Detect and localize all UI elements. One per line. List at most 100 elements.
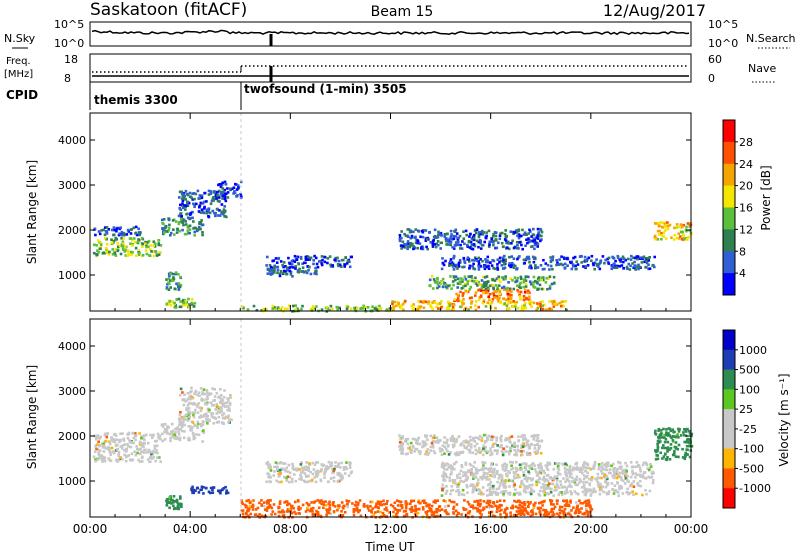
- data-cell: [532, 506, 536, 509]
- data-cell: [118, 440, 121, 444]
- data-cell: [493, 475, 496, 479]
- data-cell: [273, 269, 276, 272]
- data-cell: [401, 240, 405, 244]
- data-cell: [535, 439, 538, 442]
- data-cell: [177, 222, 181, 226]
- data-cell: [177, 430, 180, 434]
- data-cell: [119, 456, 122, 459]
- data-cell: [401, 436, 404, 440]
- data-cell: [480, 491, 483, 495]
- data-cell: [506, 246, 509, 249]
- data-cell: [513, 493, 516, 496]
- data-cell: [314, 473, 318, 477]
- data-cell: [598, 262, 601, 266]
- data-cell: [686, 222, 690, 225]
- data-cell: [636, 265, 639, 269]
- data-cell: [598, 492, 602, 496]
- data-cell: [498, 237, 502, 241]
- data-cell: [506, 286, 509, 290]
- data-cell: [260, 503, 264, 506]
- data-cell: [446, 243, 450, 246]
- data-cell: [528, 491, 532, 494]
- range-band: [165, 297, 197, 309]
- data-cell: [134, 225, 138, 229]
- data-cell: [176, 502, 180, 506]
- data-cell: [219, 400, 223, 403]
- data-cell: [512, 485, 516, 488]
- data-cell: [585, 507, 588, 511]
- data-cell: [316, 499, 319, 502]
- data-cell: [483, 240, 486, 244]
- data-cell: [173, 287, 177, 291]
- data-cell: [275, 261, 279, 264]
- data-cell: [664, 437, 668, 441]
- data-cell: [304, 270, 307, 273]
- data-cell: [191, 488, 195, 491]
- data-cell: [304, 474, 308, 478]
- data-cell: [485, 265, 489, 269]
- data-cell: [223, 405, 227, 408]
- data-cell: [376, 510, 380, 513]
- data-cell: [144, 249, 148, 252]
- data-cell: [484, 236, 488, 240]
- data-cell: [479, 476, 482, 479]
- data-cell: [581, 512, 585, 516]
- data-cell: [111, 248, 114, 251]
- data-cell: [591, 490, 595, 494]
- data-cell: [109, 447, 112, 450]
- data-cell: [121, 444, 125, 447]
- data-cell: [508, 471, 511, 475]
- data-cell: [195, 405, 199, 408]
- data-cell: [202, 414, 206, 417]
- data-cell: [466, 476, 469, 480]
- data-cell: [479, 247, 483, 250]
- data-cell: [630, 465, 634, 469]
- data-cell: [341, 474, 344, 478]
- data-cell: [161, 221, 164, 225]
- data-cell: [306, 258, 309, 261]
- data-cell: [216, 214, 220, 217]
- data-cell: [385, 309, 388, 312]
- data-cell: [153, 444, 157, 448]
- data-cell: [498, 290, 502, 293]
- data-cell: [155, 254, 159, 257]
- data-cell: [548, 487, 552, 491]
- data-cell: [174, 427, 177, 431]
- data-cell: [392, 306, 396, 310]
- data-cell: [472, 243, 476, 246]
- data-cell: [193, 403, 197, 406]
- data-cell: [529, 487, 533, 490]
- data-cell: [219, 406, 222, 409]
- data-cell: [445, 512, 449, 516]
- colorbar-tick-label: 25: [739, 403, 753, 416]
- data-cell: [410, 451, 413, 455]
- data-cell: [513, 246, 516, 249]
- data-cell: [503, 499, 506, 503]
- data-cell: [551, 302, 555, 305]
- data-cell: [456, 297, 460, 300]
- freq-panel: Freq. [MHz] 18 8 60 0 Nave: [4, 53, 776, 85]
- data-cell: [522, 471, 525, 474]
- data-cell: [189, 394, 192, 398]
- data-cell: [471, 247, 475, 251]
- y-tick-label: 4000: [58, 134, 86, 147]
- data-cell: [431, 445, 435, 449]
- data-cell: [520, 435, 523, 438]
- data-cell: [184, 220, 187, 223]
- data-cell: [313, 476, 316, 479]
- data-cell: [483, 441, 487, 444]
- data-cell: [416, 308, 419, 311]
- data-cell: [644, 266, 647, 269]
- data-cell: [681, 225, 684, 229]
- data-cell: [660, 237, 663, 241]
- data-cell: [120, 230, 124, 234]
- colorbar-tick-label: -1000: [739, 482, 771, 495]
- data-cell: [385, 509, 389, 512]
- data-cell: [460, 513, 463, 516]
- data-cell: [207, 207, 210, 211]
- data-cell: [558, 486, 561, 489]
- data-cell: [408, 230, 412, 234]
- data-cell: [431, 436, 435, 440]
- data-cell: [526, 511, 529, 514]
- data-cell: [188, 224, 192, 228]
